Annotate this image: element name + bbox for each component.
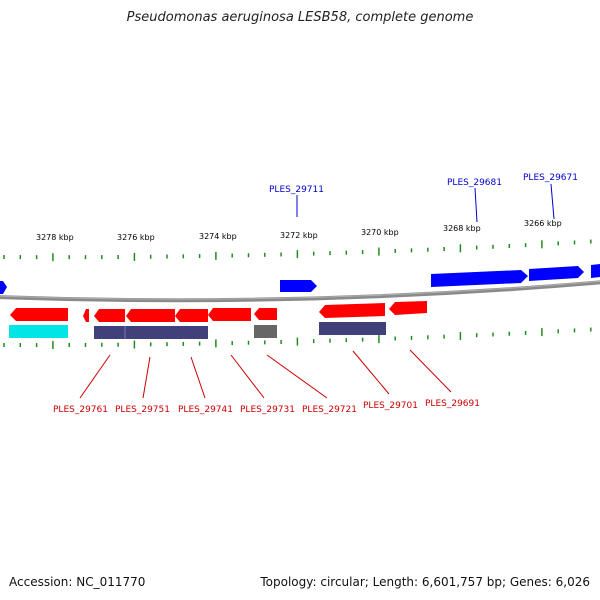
reverse-gene-arrow[interactable] — [126, 309, 175, 322]
reverse-gene-arrow[interactable] — [175, 309, 208, 322]
forward-gene-label[interactable]: PLES_29671 — [523, 173, 578, 183]
forward-gene-arrow[interactable] — [0, 281, 7, 294]
reverse-gene-label[interactable]: PLES_29721 — [302, 405, 357, 415]
label-leader-line — [79, 354, 111, 399]
tick-label: 3266 kbp — [524, 219, 562, 228]
reverse-gene-arrow[interactable] — [319, 303, 385, 318]
forward-gene-arrow[interactable] — [591, 264, 600, 278]
reverse-gene-arrow[interactable] — [254, 308, 277, 320]
label-leader-line — [266, 354, 328, 399]
reverse-strand-genes — [10, 301, 427, 322]
forward-gene-labels: PLES_29711 PLES_29681 PLES_29671 — [269, 173, 578, 223]
genome-title: Pseudomonas aeruginosa LESB58, complete … — [126, 10, 474, 25]
reverse-gene-label[interactable]: PLES_29701 — [363, 401, 418, 411]
forward-gene-label[interactable]: PLES_29711 — [269, 185, 324, 195]
reverse-gene-arrow[interactable] — [10, 308, 68, 321]
reverse-gene-label[interactable]: PLES_29761 — [53, 405, 108, 415]
gray-feature-block[interactable] — [254, 325, 277, 338]
tick-label: 3278 kbp — [36, 233, 74, 242]
reverse-gene-arrow[interactable] — [208, 308, 251, 321]
tick-label: 3276 kbp — [117, 233, 155, 242]
forward-gene-arrow[interactable] — [529, 266, 584, 281]
reverse-gene-label[interactable]: PLES_29751 — [115, 405, 170, 415]
forward-strand-genes — [0, 264, 600, 294]
forward-gene-arrow[interactable] — [280, 280, 317, 292]
forward-gene-arrow[interactable] — [431, 270, 528, 287]
label-leader-line — [352, 350, 390, 395]
tick-label: 3272 kbp — [280, 231, 318, 240]
reverse-gene-label[interactable]: PLES_29691 — [425, 399, 480, 409]
label-leader-line — [190, 356, 206, 399]
purple-feature-block[interactable] — [319, 322, 386, 335]
cyan-feature-block[interactable] — [9, 325, 68, 338]
label-leader-line — [550, 183, 555, 220]
reverse-gene-label[interactable]: PLES_29731 — [240, 405, 295, 415]
tick-label: 3270 kbp — [361, 228, 399, 237]
label-leader-line — [409, 349, 452, 393]
label-leader-line — [230, 354, 265, 399]
label-leader-line — [142, 356, 151, 399]
tick-label: 3268 kbp — [443, 224, 481, 233]
reverse-gene-arrow[interactable] — [83, 309, 89, 322]
forward-gene-label[interactable]: PLES_29681 — [447, 178, 502, 188]
purple-feature-block[interactable] — [94, 326, 208, 339]
feature-blocks — [9, 322, 386, 339]
genome-backbone-highlight — [0, 280, 600, 300]
reverse-gene-arrow[interactable] — [389, 301, 427, 315]
reverse-gene-labels: PLES_29761 PLES_29751 PLES_29741 PLES_29… — [53, 349, 480, 415]
genome-summary: Topology: circular; Length: 6,601,757 bp… — [260, 575, 590, 589]
tick-labels: 3278 kbp 3276 kbp 3274 kbp 3272 kbp 3270… — [36, 219, 562, 242]
accession-label: Accession: NC_011770 — [9, 575, 146, 589]
label-leader-line — [474, 187, 478, 223]
reverse-gene-arrow[interactable] — [94, 309, 125, 322]
tick-label: 3274 kbp — [199, 232, 237, 241]
reverse-gene-label[interactable]: PLES_29741 — [178, 405, 233, 415]
tick-marks — [3, 239, 592, 350]
genome-backbone — [0, 280, 600, 303]
